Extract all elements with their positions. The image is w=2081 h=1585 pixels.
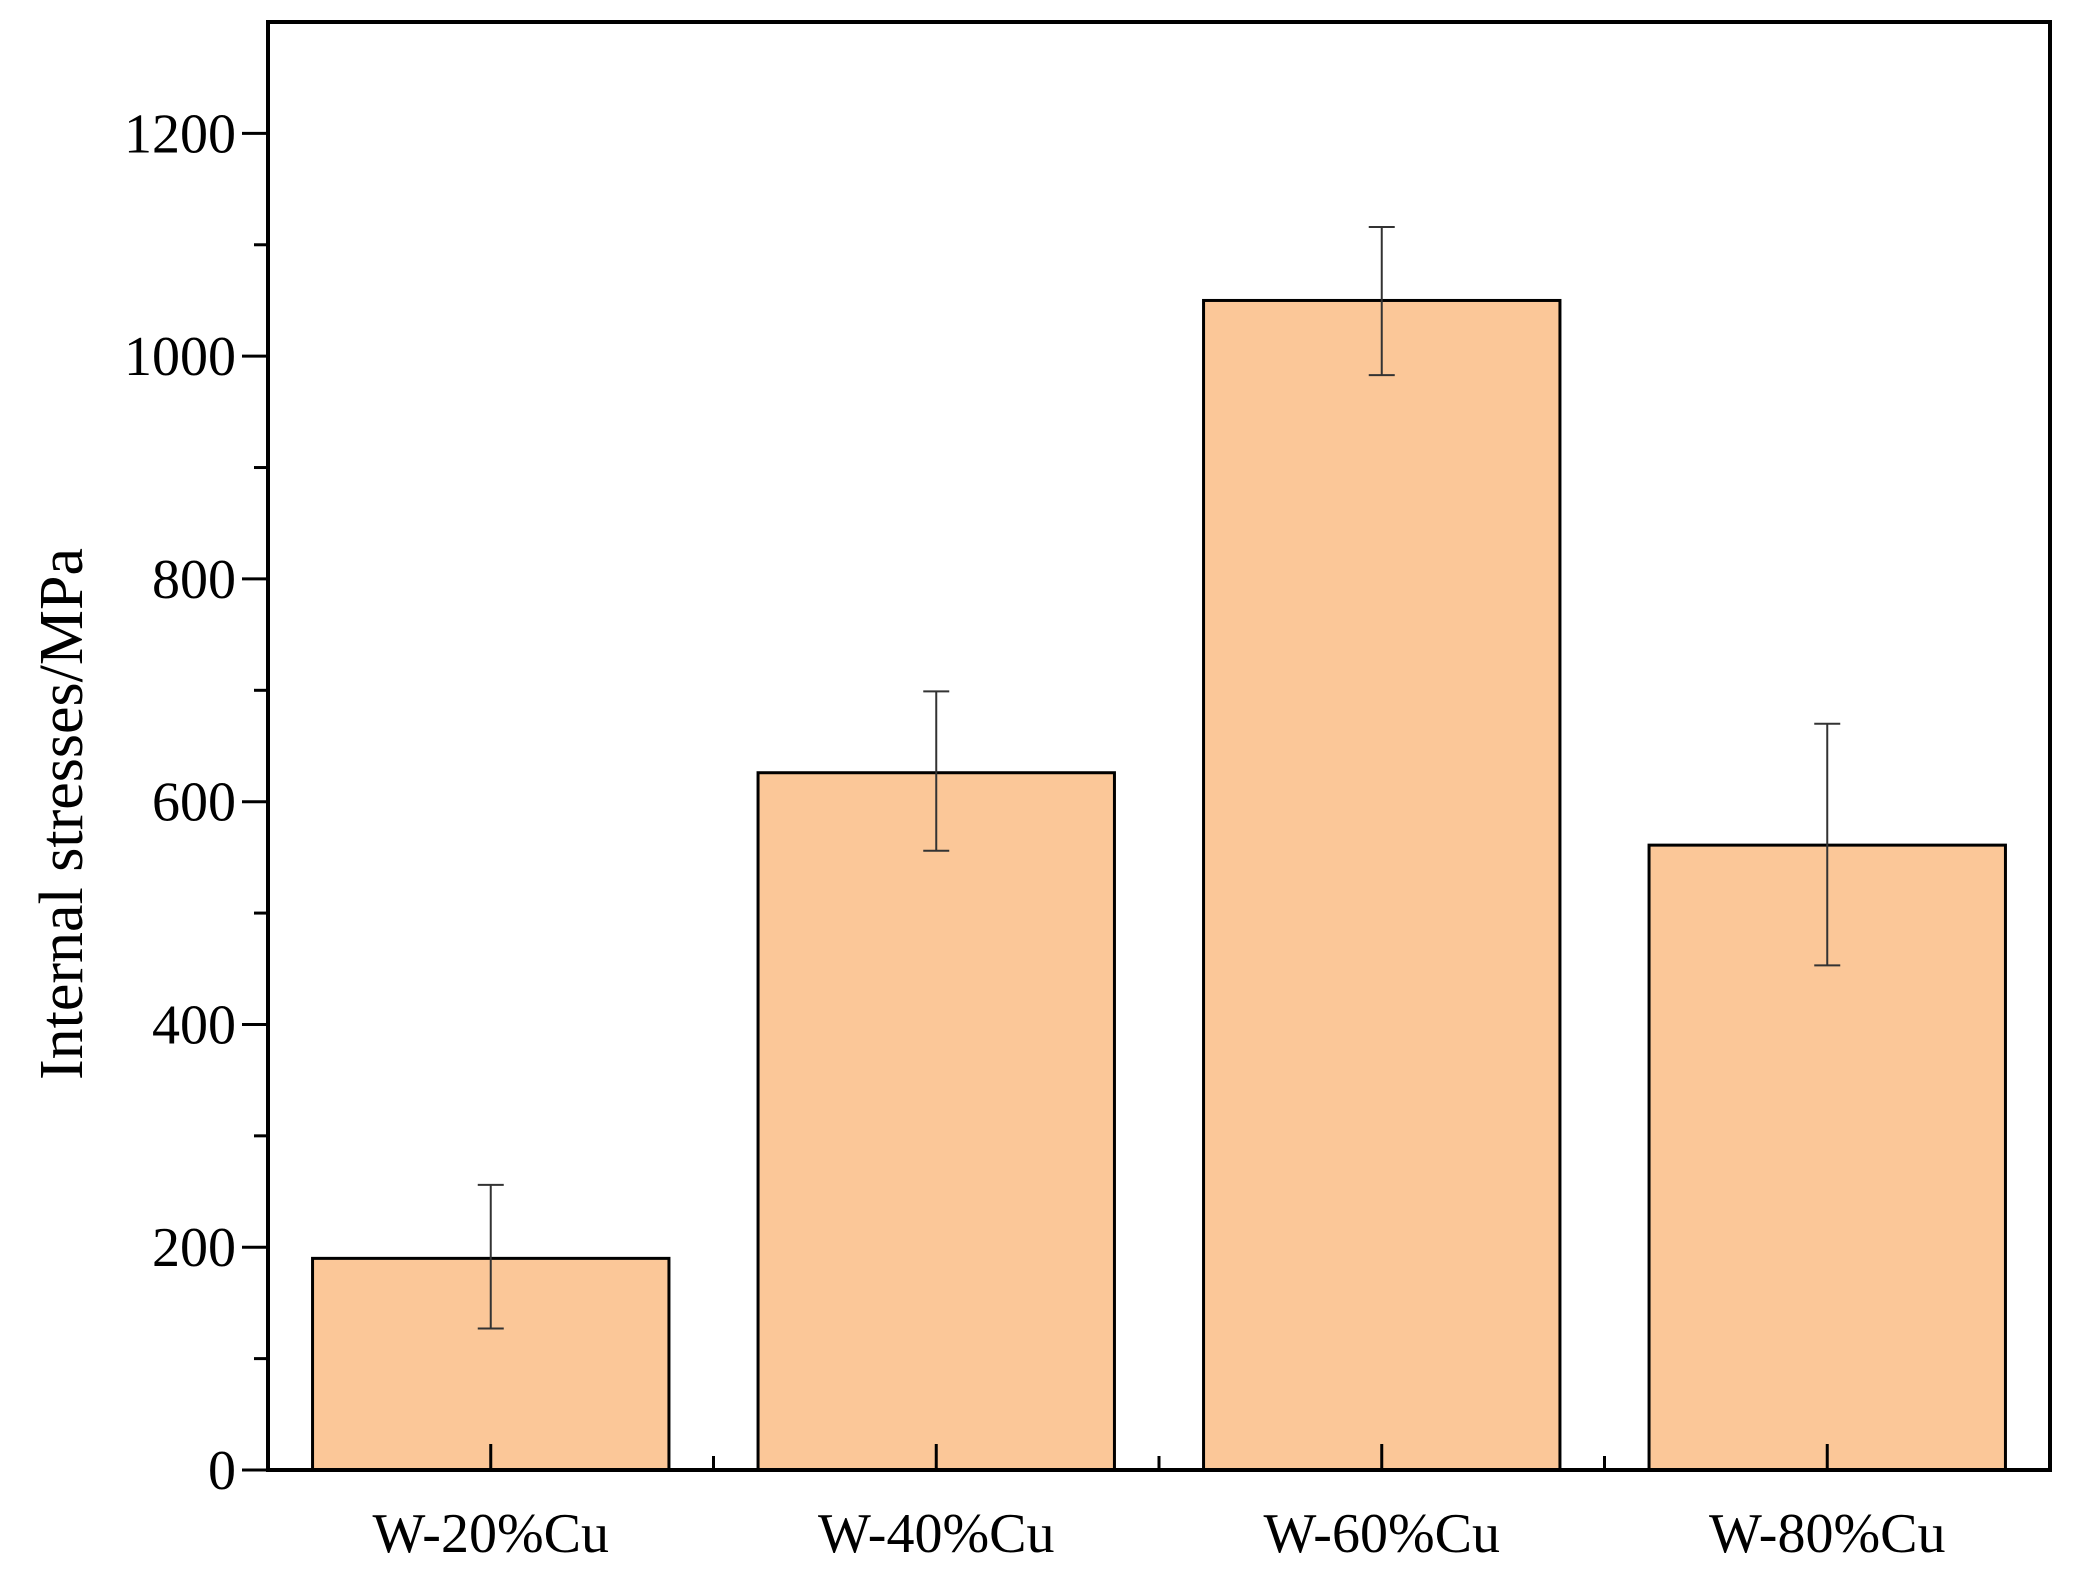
y-tick-label-4: 600 (152, 772, 236, 834)
x-tick-label-4: W-80%Cu (1709, 1503, 1945, 1565)
axes-layer (242, 20, 2052, 1472)
x-tick-label-1: W-20%Cu (373, 1503, 609, 1565)
y-tick-label-5: 800 (152, 549, 236, 611)
y-axis-title: Internal stresses/MPa (28, 548, 96, 1080)
y-tick-label-2: 200 (152, 1217, 236, 1279)
y-tick-label-7: 1200 (124, 103, 236, 165)
bar-2 (756, 771, 1116, 1472)
labels-layer: W-20%Cu W-40%Cu W-60%Cu W-80%Cu 0 200 400 600 80… (124, 103, 1945, 1565)
y-tick-label-1: 0 (208, 1440, 236, 1502)
y-tick-label-6: 1000 (124, 326, 236, 388)
bar-3 (1202, 298, 1562, 1472)
error-bars-layer (477, 225, 1841, 1330)
x-tick-label-3: W-60%Cu (1264, 1503, 1500, 1565)
bars-layer (311, 298, 2007, 1472)
x-tick-label-2: W-40%Cu (818, 1503, 1054, 1565)
plot-frame (266, 20, 2052, 1472)
y-tick-label-3: 400 (152, 994, 236, 1056)
